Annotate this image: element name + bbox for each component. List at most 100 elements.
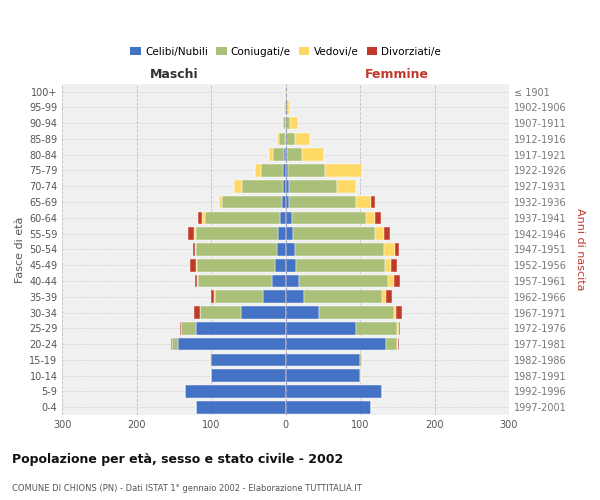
Bar <box>198 212 202 224</box>
Bar <box>360 354 362 366</box>
Bar <box>286 101 288 114</box>
Bar <box>356 322 397 334</box>
Y-axis label: Fasce di età: Fasce di età <box>15 216 25 282</box>
Bar <box>193 243 195 256</box>
Bar <box>235 180 242 192</box>
Bar <box>289 180 337 192</box>
Bar <box>286 385 382 398</box>
Bar <box>185 385 286 398</box>
Bar <box>304 290 382 303</box>
Bar <box>210 354 211 366</box>
Bar <box>386 338 397 350</box>
Bar <box>202 212 205 224</box>
Legend: Celibi/Nubili, Coniugati/e, Vedovi/e, Divorziati/e: Celibi/Nubili, Coniugati/e, Vedovi/e, Di… <box>126 42 445 61</box>
Bar <box>286 338 386 350</box>
Bar <box>286 164 288 177</box>
Bar <box>188 228 194 240</box>
Bar <box>325 164 362 177</box>
Bar <box>295 132 310 145</box>
Bar <box>395 243 399 256</box>
Bar <box>286 86 287 98</box>
Bar <box>283 117 286 130</box>
Bar <box>277 243 286 256</box>
Bar <box>394 274 400 287</box>
Bar <box>286 196 289 208</box>
Bar <box>385 259 391 272</box>
Bar <box>275 259 286 272</box>
Bar <box>283 180 286 192</box>
Bar <box>214 290 215 303</box>
Bar <box>319 306 394 319</box>
Bar <box>196 228 278 240</box>
Bar <box>285 86 286 98</box>
Bar <box>196 322 286 334</box>
Bar <box>261 164 283 177</box>
Bar <box>172 338 178 350</box>
Bar <box>386 290 392 303</box>
Bar <box>196 243 277 256</box>
Bar <box>296 259 385 272</box>
Bar <box>391 259 397 272</box>
Bar <box>283 164 286 177</box>
Bar <box>197 274 198 287</box>
Bar <box>388 274 394 287</box>
Bar <box>196 401 286 413</box>
Bar <box>218 196 223 208</box>
Bar <box>286 322 356 334</box>
Bar <box>223 196 282 208</box>
Bar <box>200 306 241 319</box>
Bar <box>215 290 263 303</box>
Bar <box>197 259 275 272</box>
Bar <box>286 228 293 240</box>
Bar <box>195 243 196 256</box>
Bar <box>242 180 283 192</box>
Text: Popolazione per età, sesso e stato civile - 2002: Popolazione per età, sesso e stato civil… <box>12 452 343 466</box>
Text: Maschi: Maschi <box>150 68 199 82</box>
Bar <box>286 148 287 161</box>
Bar <box>398 338 399 350</box>
Bar <box>384 243 395 256</box>
Bar <box>286 370 360 382</box>
Bar <box>396 306 402 319</box>
Bar <box>302 148 325 161</box>
Bar <box>198 274 272 287</box>
Bar <box>194 306 200 319</box>
Bar <box>397 338 398 350</box>
Bar <box>279 132 285 145</box>
Bar <box>293 228 375 240</box>
Bar <box>384 228 390 240</box>
Bar <box>286 306 319 319</box>
Bar <box>280 212 286 224</box>
Bar <box>286 243 295 256</box>
Bar <box>397 322 399 334</box>
Bar <box>255 164 261 177</box>
Bar <box>272 274 286 287</box>
Bar <box>277 132 279 145</box>
Bar <box>289 196 356 208</box>
Bar <box>290 117 298 130</box>
Bar <box>337 180 356 192</box>
Bar <box>360 370 361 382</box>
Bar <box>299 274 388 287</box>
Bar <box>178 338 286 350</box>
Y-axis label: Anni di nascita: Anni di nascita <box>575 208 585 290</box>
Bar <box>286 259 296 272</box>
Bar <box>382 290 386 303</box>
Bar <box>292 212 366 224</box>
Bar <box>269 148 273 161</box>
Bar <box>194 228 196 240</box>
Bar <box>286 401 371 413</box>
Bar <box>286 132 295 145</box>
Bar <box>241 306 286 319</box>
Bar <box>211 354 286 366</box>
Bar <box>286 117 290 130</box>
Bar <box>196 259 197 272</box>
Bar <box>295 243 384 256</box>
Bar <box>171 338 172 350</box>
Bar <box>263 290 286 303</box>
Bar <box>195 274 197 287</box>
Text: Femmine: Femmine <box>365 68 429 82</box>
Bar <box>211 290 214 303</box>
Bar <box>190 259 196 272</box>
Bar <box>356 196 371 208</box>
